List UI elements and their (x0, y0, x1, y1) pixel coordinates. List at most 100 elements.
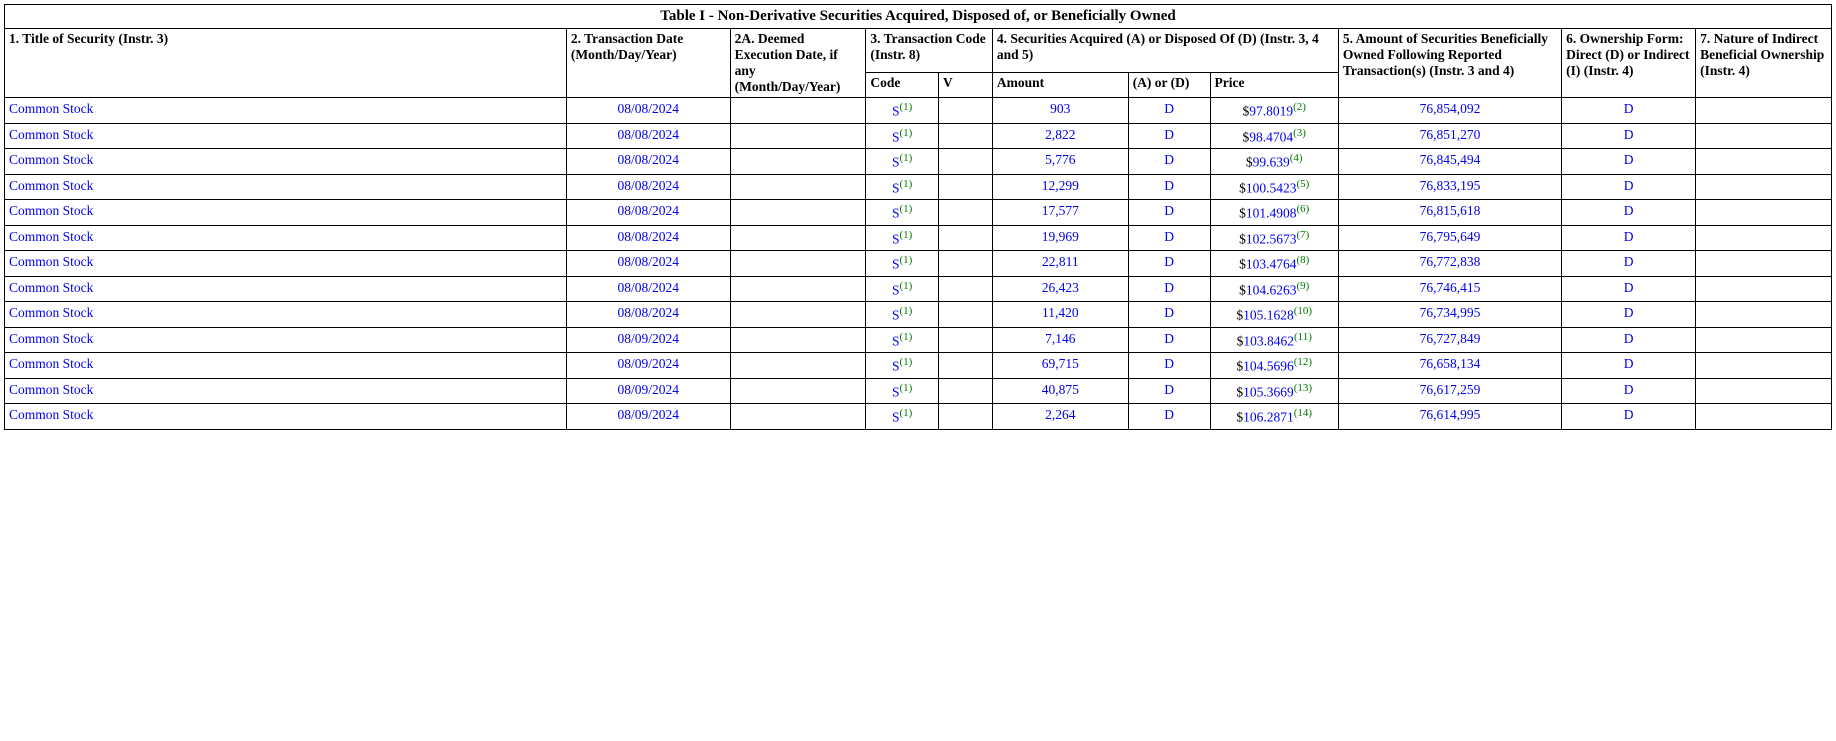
cell-date: 08/08/2024 (566, 200, 730, 226)
cell-code: S(1) (866, 251, 939, 277)
cell-code: S(1) (866, 200, 939, 226)
cell-price: $97.8019(2) (1210, 98, 1338, 124)
cell-form: D (1562, 302, 1696, 328)
col-title: 1. Title of Security (Instr. 3) (5, 29, 567, 98)
security-title-link[interactable]: Common Stock (9, 203, 93, 218)
table-row: Common Stock08/08/2024S(1)26,423D$104.62… (5, 276, 1832, 302)
footnote-ref[interactable]: (14) (1294, 407, 1312, 419)
cell-nature (1696, 225, 1832, 251)
col-secs: 4. Securities Acquired (A) or Disposed O… (992, 29, 1338, 73)
cell-date: 08/08/2024 (566, 276, 730, 302)
cell-owned: 76,854,092 (1338, 98, 1561, 124)
footnote-ref[interactable]: (1) (900, 127, 913, 139)
security-title-link[interactable]: Common Stock (9, 407, 93, 422)
cell-v (938, 174, 992, 200)
cell-code: S(1) (866, 276, 939, 302)
footnote-ref[interactable]: (1) (900, 382, 913, 394)
cell-v (938, 225, 992, 251)
security-title-link[interactable]: Common Stock (9, 305, 93, 320)
col-date: 2. Transaction Date (Month/Day/Year) (566, 29, 730, 98)
cell-date: 08/08/2024 (566, 251, 730, 277)
cell-deemed (730, 404, 866, 430)
cell-ad: D (1128, 149, 1210, 175)
footnote-ref[interactable]: (1) (900, 152, 913, 164)
security-title-link[interactable]: Common Stock (9, 229, 93, 244)
footnote-ref[interactable]: (6) (1296, 203, 1309, 215)
footnote-ref[interactable]: (1) (900, 407, 913, 419)
security-title-link[interactable]: Common Stock (9, 178, 93, 193)
security-title-link[interactable]: Common Stock (9, 382, 93, 397)
cell-amount: 2,822 (992, 123, 1128, 149)
table-row: Common Stock08/08/2024S(1)19,969D$102.56… (5, 225, 1832, 251)
table-row: Common Stock08/08/2024S(1)5,776D$99.639(… (5, 149, 1832, 175)
cell-ad: D (1128, 276, 1210, 302)
footnote-ref[interactable]: (13) (1294, 382, 1312, 394)
cell-title: Common Stock (5, 404, 567, 430)
cell-v (938, 276, 992, 302)
security-title-link[interactable]: Common Stock (9, 254, 93, 269)
security-title-link[interactable]: Common Stock (9, 356, 93, 371)
cell-owned: 76,815,618 (1338, 200, 1561, 226)
footnote-ref[interactable]: (1) (900, 331, 913, 343)
cell-ad: D (1128, 353, 1210, 379)
footnote-ref[interactable]: (8) (1296, 254, 1309, 266)
security-title-link[interactable]: Common Stock (9, 101, 93, 116)
footnote-ref[interactable]: (1) (900, 203, 913, 215)
cell-owned: 76,795,649 (1338, 225, 1561, 251)
security-title-link[interactable]: Common Stock (9, 152, 93, 167)
security-title-link[interactable]: Common Stock (9, 280, 93, 295)
security-title-link[interactable]: Common Stock (9, 331, 93, 346)
cell-code: S(1) (866, 404, 939, 430)
cell-form: D (1562, 353, 1696, 379)
footnote-ref[interactable]: (1) (900, 229, 913, 241)
footnote-ref[interactable]: (1) (900, 101, 913, 113)
cell-code: S(1) (866, 302, 939, 328)
cell-date: 08/09/2024 (566, 327, 730, 353)
footnote-ref[interactable]: (9) (1296, 280, 1309, 292)
cell-code: S(1) (866, 123, 939, 149)
cell-ad: D (1128, 404, 1210, 430)
cell-nature (1696, 353, 1832, 379)
cell-price: $101.4908(6) (1210, 200, 1338, 226)
table-row: Common Stock08/09/2024S(1)2,264D$106.287… (5, 404, 1832, 430)
footnote-ref[interactable]: (1) (900, 178, 913, 190)
footnote-ref[interactable]: (1) (900, 305, 913, 317)
footnote-ref[interactable]: (1) (900, 254, 913, 266)
footnote-ref[interactable]: (3) (1293, 127, 1306, 139)
footnote-ref[interactable]: (5) (1296, 178, 1309, 190)
cell-price: $105.1628(10) (1210, 302, 1338, 328)
footnote-ref[interactable]: (12) (1294, 356, 1312, 368)
cell-price: $104.5696(12) (1210, 353, 1338, 379)
cell-v (938, 302, 992, 328)
cell-nature (1696, 149, 1832, 175)
cell-amount: 69,715 (992, 353, 1128, 379)
cell-deemed (730, 200, 866, 226)
footnote-ref[interactable]: (4) (1290, 152, 1303, 164)
footnote-ref[interactable]: (11) (1294, 331, 1312, 343)
cell-ad: D (1128, 225, 1210, 251)
cell-date: 08/08/2024 (566, 98, 730, 124)
cell-owned: 76,658,134 (1338, 353, 1561, 379)
cell-nature (1696, 276, 1832, 302)
cell-code: S(1) (866, 174, 939, 200)
cell-date: 08/08/2024 (566, 149, 730, 175)
cell-amount: 11,420 (992, 302, 1128, 328)
cell-nature (1696, 200, 1832, 226)
footnote-ref[interactable]: (1) (900, 356, 913, 368)
table-row: Common Stock08/08/2024S(1)11,420D$105.16… (5, 302, 1832, 328)
cell-title: Common Stock (5, 123, 567, 149)
cell-ad: D (1128, 302, 1210, 328)
table-row: Common Stock08/09/2024S(1)69,715D$104.56… (5, 353, 1832, 379)
table-row: Common Stock08/08/2024S(1)903D$97.8019(2… (5, 98, 1832, 124)
footnote-ref[interactable]: (10) (1294, 305, 1312, 317)
cell-amount: 2,264 (992, 404, 1128, 430)
cell-nature (1696, 404, 1832, 430)
footnote-ref[interactable]: (1) (900, 280, 913, 292)
footnote-ref[interactable]: (2) (1293, 101, 1306, 113)
cell-amount: 903 (992, 98, 1128, 124)
footnote-ref[interactable]: (7) (1296, 229, 1309, 241)
cell-title: Common Stock (5, 276, 567, 302)
cell-ad: D (1128, 200, 1210, 226)
cell-title: Common Stock (5, 353, 567, 379)
security-title-link[interactable]: Common Stock (9, 127, 93, 142)
